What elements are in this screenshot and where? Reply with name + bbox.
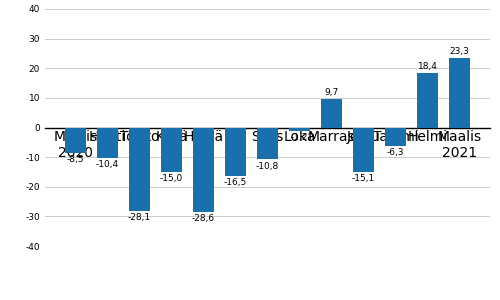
- Text: -28,6: -28,6: [192, 214, 215, 223]
- Text: -6,3: -6,3: [386, 148, 404, 157]
- Text: 18,4: 18,4: [418, 62, 438, 71]
- Bar: [289, 128, 310, 131]
- Bar: [161, 128, 182, 172]
- Bar: [97, 128, 118, 158]
- Text: -10,4: -10,4: [96, 160, 119, 169]
- Bar: [225, 128, 246, 176]
- Bar: [129, 128, 150, 211]
- Text: -1,2: -1,2: [291, 133, 308, 142]
- Text: -28,1: -28,1: [128, 213, 151, 222]
- Text: -16,5: -16,5: [224, 178, 247, 188]
- Text: -10,8: -10,8: [256, 162, 279, 171]
- Bar: [353, 128, 374, 172]
- Text: -8,5: -8,5: [67, 155, 84, 164]
- Bar: [65, 128, 86, 153]
- Text: 9,7: 9,7: [324, 88, 338, 97]
- Bar: [193, 128, 214, 212]
- Bar: [449, 58, 470, 128]
- Text: -15,1: -15,1: [352, 174, 375, 183]
- Bar: [321, 99, 342, 128]
- Text: 23,3: 23,3: [450, 47, 469, 56]
- Bar: [385, 128, 406, 146]
- Bar: [257, 128, 278, 160]
- Bar: [417, 73, 438, 128]
- Text: -15,0: -15,0: [160, 174, 183, 183]
